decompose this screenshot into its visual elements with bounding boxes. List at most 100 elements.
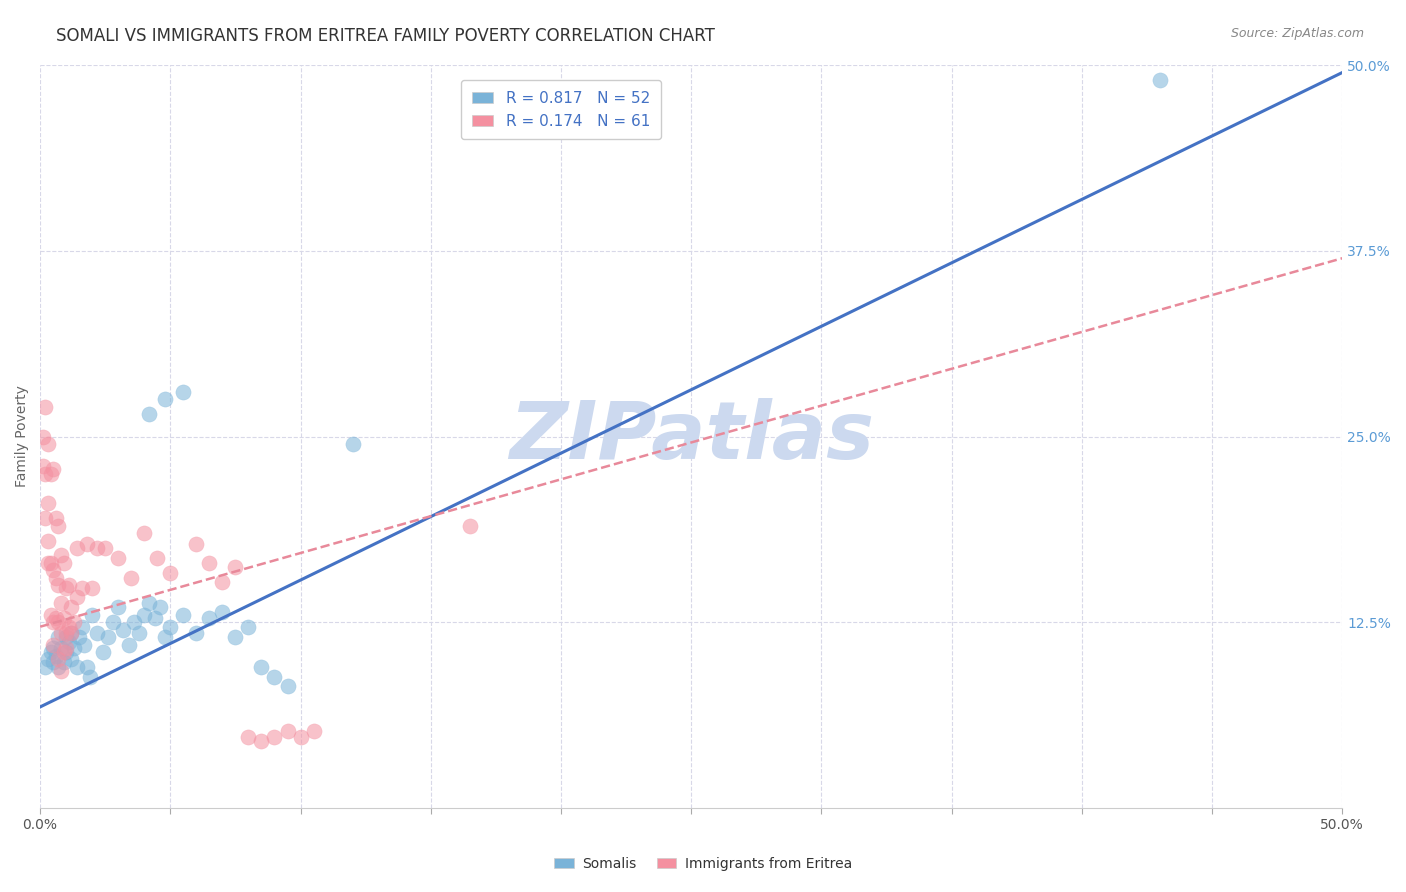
Point: [37, 437, 59, 451]
Point: [55, 640, 77, 655]
Point: [79, 670, 101, 684]
Point: [45, 611, 67, 625]
Text: SOMALI VS IMMIGRANTS FROM ERITREA FAMILY POVERTY CORRELATION CHART: SOMALI VS IMMIGRANTS FROM ERITREA FAMILY…: [56, 27, 716, 45]
Point: [65, 660, 87, 674]
Point: [224, 560, 246, 574]
Point: [238, 730, 260, 744]
Point: [211, 575, 233, 590]
Point: [82, 607, 104, 622]
Point: [1149, 73, 1171, 87]
Point: [86, 625, 108, 640]
Point: [76, 660, 98, 674]
Point: [37, 652, 59, 666]
Point: [55, 630, 77, 644]
Point: [55, 645, 77, 659]
Point: [159, 566, 181, 581]
Point: [34, 400, 56, 414]
Point: [58, 634, 80, 648]
Point: [45, 649, 67, 664]
Point: [73, 638, 96, 652]
Point: [224, 630, 246, 644]
Point: [42, 638, 65, 652]
Point: [250, 734, 273, 748]
Point: [263, 670, 285, 684]
Point: [63, 640, 86, 655]
Point: [34, 511, 56, 525]
Point: [42, 640, 65, 655]
Point: [49, 596, 72, 610]
Point: [153, 392, 176, 407]
Point: [146, 551, 169, 566]
Point: [138, 407, 160, 421]
Point: [42, 656, 65, 670]
Point: [118, 638, 141, 652]
Point: [42, 615, 65, 630]
Point: [86, 541, 108, 555]
Point: [46, 630, 69, 644]
Point: [34, 467, 56, 481]
Point: [58, 578, 80, 592]
Point: [49, 665, 72, 679]
Legend: Somalis, Immigrants from Eritrea: Somalis, Immigrants from Eritrea: [548, 851, 858, 876]
Point: [107, 600, 129, 615]
Point: [186, 625, 208, 640]
Point: [149, 600, 172, 615]
Point: [37, 496, 59, 510]
Point: [45, 571, 67, 585]
Point: [46, 578, 69, 592]
Point: [39, 556, 62, 570]
Point: [46, 518, 69, 533]
Point: [65, 590, 87, 604]
Point: [107, 551, 129, 566]
Point: [290, 730, 312, 744]
Point: [52, 611, 75, 625]
Point: [238, 620, 260, 634]
Point: [49, 549, 72, 563]
Point: [128, 625, 150, 640]
Point: [60, 625, 83, 640]
Point: [65, 541, 87, 555]
Point: [31, 459, 53, 474]
Point: [302, 723, 325, 738]
Point: [211, 605, 233, 619]
Point: [55, 625, 77, 640]
Point: [134, 526, 156, 541]
Point: [52, 556, 75, 570]
Point: [172, 384, 194, 399]
Point: [60, 652, 83, 666]
Point: [60, 625, 83, 640]
Point: [70, 620, 93, 634]
Point: [97, 630, 120, 644]
Legend: R = 0.817   N = 52, R = 0.174   N = 61: R = 0.817 N = 52, R = 0.174 N = 61: [461, 80, 661, 139]
Point: [342, 437, 364, 451]
Point: [34, 660, 56, 674]
Point: [58, 620, 80, 634]
Point: [52, 656, 75, 670]
Point: [31, 429, 53, 443]
Point: [52, 645, 75, 659]
Point: [153, 630, 176, 644]
Point: [42, 462, 65, 476]
Point: [112, 623, 135, 637]
Point: [250, 660, 273, 674]
Point: [263, 730, 285, 744]
Point: [120, 571, 142, 585]
Point: [63, 615, 86, 630]
Point: [49, 640, 72, 655]
Point: [37, 556, 59, 570]
Point: [134, 607, 156, 622]
Point: [94, 541, 117, 555]
Point: [60, 600, 83, 615]
Point: [91, 645, 114, 659]
Point: [138, 596, 160, 610]
Point: [49, 625, 72, 640]
Point: [39, 645, 62, 659]
Text: ZIPatlas: ZIPatlas: [509, 398, 873, 475]
Point: [46, 652, 69, 666]
Point: [70, 581, 93, 595]
Point: [198, 556, 221, 570]
Text: Source: ZipAtlas.com: Source: ZipAtlas.com: [1230, 27, 1364, 40]
Point: [198, 611, 221, 625]
Point: [172, 607, 194, 622]
Point: [122, 615, 145, 630]
